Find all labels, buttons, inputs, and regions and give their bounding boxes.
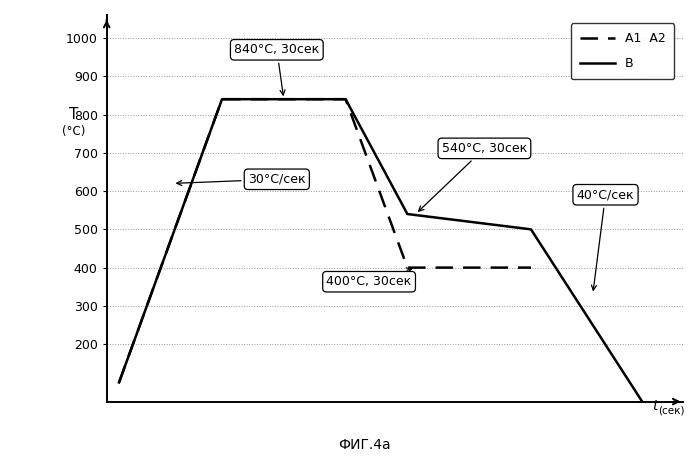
Text: ФИГ.4а: ФИГ.4а — [337, 438, 391, 452]
Text: 40°C/сек: 40°C/сек — [577, 188, 634, 290]
Text: (сек): (сек) — [658, 405, 685, 415]
Text: 540°C, 30сек: 540°C, 30сек — [419, 142, 527, 211]
Text: t: t — [652, 399, 657, 413]
Text: (°С): (°С) — [62, 125, 85, 138]
Text: 400°C, 30сек: 400°C, 30сек — [326, 268, 412, 288]
Legend: A1  A2, B: A1 A2, B — [571, 23, 674, 79]
Text: T: T — [69, 107, 78, 122]
Text: 30°C/сек: 30°C/сек — [177, 173, 306, 186]
Text: 840°C, 30сек: 840°C, 30сек — [234, 43, 319, 95]
